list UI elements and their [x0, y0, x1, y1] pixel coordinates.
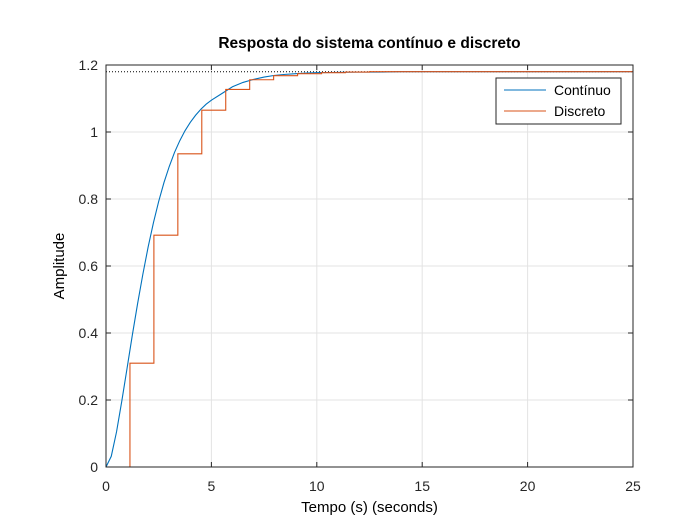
series-line-discreto: [106, 71, 633, 468]
x-tick-label: 10: [309, 478, 325, 494]
y-tick-label: 0.2: [79, 392, 99, 408]
x-tick-label: 15: [414, 478, 430, 494]
tick-labels: 0 5 10 15 20 25 0 0.2 0.4 0.6 0.8 1 1.2: [79, 57, 641, 494]
y-tick-label: 0.6: [79, 258, 99, 274]
y-tick-label: 0: [90, 459, 98, 475]
y-tick-label: 1.2: [79, 57, 99, 73]
x-tick-label: 0: [102, 478, 110, 494]
tick-marks: [105, 64, 634, 468]
y-tick-label: 0.4: [79, 325, 99, 341]
x-tick-label: 25: [625, 478, 641, 494]
legend-label-continuo: Contínuo: [554, 82, 611, 98]
legend-label-discreto: Discreto: [554, 103, 606, 119]
y-tick-label: 1: [90, 124, 98, 140]
x-tick-label: 5: [208, 478, 216, 494]
x-tick-label: 20: [520, 478, 536, 494]
legend-box: [495, 77, 622, 125]
y-tick-label: 0.8: [79, 191, 99, 207]
chart-title: Resposta do sistema contínuo e discreto: [218, 35, 520, 52]
y-axis-label: Amplitude: [51, 233, 68, 300]
series-layer: [105, 71, 633, 468]
x-axis-label: Tempo (s) (seconds): [301, 499, 438, 516]
legend: Contínuo Discreto: [495, 77, 622, 125]
